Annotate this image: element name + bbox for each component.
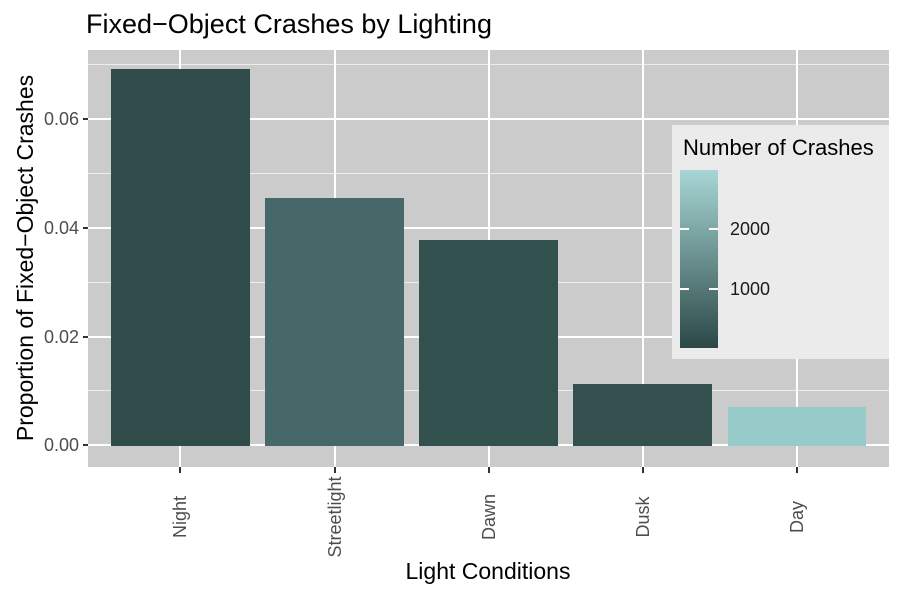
y-tick-label: 0.06 (43, 109, 79, 130)
bar-dusk (573, 383, 712, 447)
x-tick-label-text: Night (170, 495, 191, 539)
legend-tick-label: 2000 (730, 219, 771, 240)
legend-tick-mark (680, 287, 689, 290)
y-tick-mark (83, 226, 88, 229)
legend-title: Number of Crashes (683, 135, 874, 160)
bar-day (727, 407, 867, 447)
bar-dawn (419, 239, 558, 447)
legend-gradient-bar (680, 170, 718, 348)
x-tick-mark (333, 467, 336, 473)
x-axis-title: Light Conditions (405, 558, 571, 584)
y-tick-label: 0.04 (43, 217, 79, 238)
x-tick-mark (795, 467, 798, 473)
y-tick-label: 0.00 (43, 435, 79, 456)
bar-night (111, 68, 250, 447)
x-tick-label-text: Streetlight (324, 476, 345, 558)
legend-tick-mark (709, 228, 718, 231)
y-tick-label: 0.02 (43, 326, 79, 347)
gridline-major-x (641, 50, 644, 467)
y-tick-mark (83, 335, 88, 338)
legend: Number of Crashes 1000 2000 (672, 125, 889, 359)
y-tick-mark (83, 118, 88, 121)
plot-title: Fixed−Object Crashes by Lighting (86, 9, 492, 39)
bar-streetlight (265, 198, 404, 447)
x-tick-mark (487, 467, 490, 473)
legend-tick-mark (709, 287, 718, 290)
legend-tick-label: 1000 (730, 278, 771, 299)
y-tick-mark (83, 444, 88, 447)
x-tick-label-text: Day (786, 500, 807, 534)
x-tick-mark (641, 467, 644, 473)
legend-tick-mark (680, 228, 689, 231)
x-tick-label-text: Dusk (632, 496, 653, 538)
x-tick-mark (179, 467, 182, 473)
x-tick-label-text: Dawn (478, 493, 499, 541)
